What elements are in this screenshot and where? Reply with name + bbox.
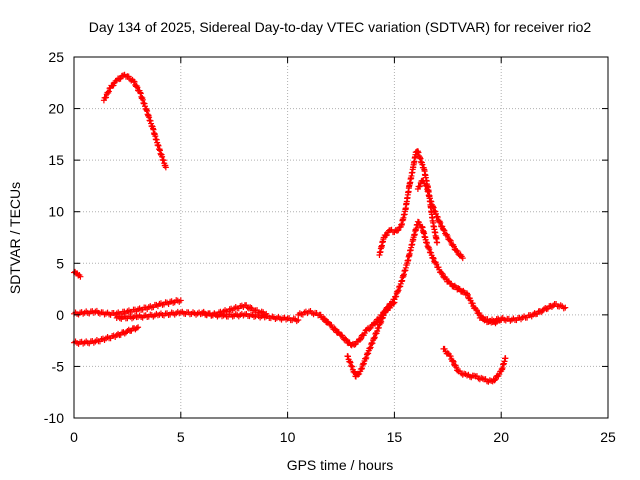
y-tick-label: 0 xyxy=(56,307,64,323)
x-tick-label: 5 xyxy=(177,429,185,445)
y-tick-label: -5 xyxy=(52,358,65,374)
series-arc-start-short xyxy=(71,268,84,280)
series-arc-midday-dip-a xyxy=(295,299,398,349)
y-tick-label: 5 xyxy=(56,255,64,271)
x-tick-label: 10 xyxy=(280,429,296,445)
series-arc-near-zero-b xyxy=(113,308,302,325)
series-arc-near-zero-c xyxy=(199,302,270,319)
x-tick-label: 25 xyxy=(600,429,616,445)
data-layer xyxy=(71,71,569,385)
chart-title: Day 134 of 2025, Sidereal Day-to-day VTE… xyxy=(89,19,592,35)
plot-frame xyxy=(73,56,609,419)
grid xyxy=(74,57,608,418)
y-tick-label: -10 xyxy=(44,410,64,426)
series-arc-early-high xyxy=(100,71,169,171)
y-axis-title: SDTVAR / TECUs xyxy=(7,182,23,294)
y-tick-label: 15 xyxy=(48,152,64,168)
x-tick-label: 0 xyxy=(70,429,78,445)
y-tick-label: 20 xyxy=(48,101,64,117)
x-tick-label: 15 xyxy=(387,429,403,445)
x-axis-title: GPS time / hours xyxy=(287,457,394,473)
x-tick-label: 20 xyxy=(493,429,509,445)
series-arc-low-morning xyxy=(71,324,142,347)
series-arc-peak-shoulder xyxy=(414,177,466,262)
series-arc-late-night xyxy=(476,300,569,325)
series-arc-evening-low xyxy=(440,345,509,385)
y-tick-label: 10 xyxy=(48,204,64,220)
y-tick-label: 25 xyxy=(48,49,64,65)
series-arc-midday-dip-b xyxy=(344,296,398,380)
ticks: 0 5 10 15 20 25 -10 -5 0 5 10 15 20 25 xyxy=(44,49,616,445)
